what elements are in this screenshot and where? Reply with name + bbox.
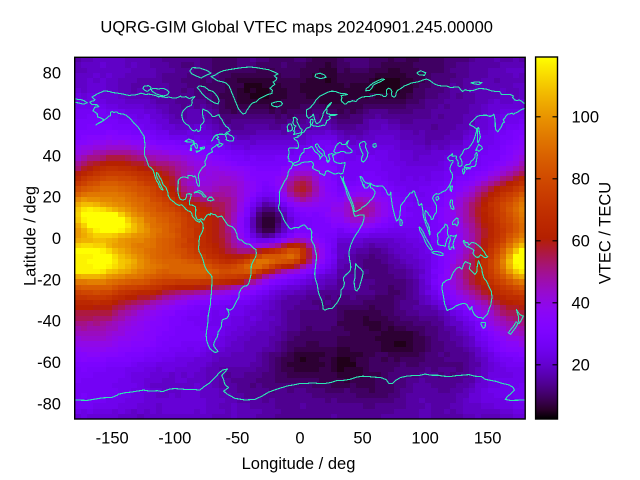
svg-text:Latitude / deg: Latitude / deg [22,186,40,286]
svg-text:100: 100 [572,109,600,127]
svg-text:-60: -60 [37,354,61,372]
svg-text:-80: -80 [37,395,61,413]
svg-text:0: 0 [52,230,61,248]
svg-text:-20: -20 [37,271,61,289]
svg-text:20: 20 [43,189,61,207]
svg-text:-150: -150 [96,429,129,447]
svg-text:40: 40 [43,147,61,165]
svg-text:-40: -40 [37,313,61,331]
svg-text:40: 40 [572,295,590,313]
svg-text:80: 80 [572,171,590,189]
svg-text:100: 100 [411,429,439,447]
svg-text:UQRG-GIM Global VTEC maps 2024: UQRG-GIM Global VTEC maps 20240901.245.0… [100,19,493,37]
svg-text:50: 50 [353,429,371,447]
svg-text:-100: -100 [158,429,191,447]
svg-text:-50: -50 [225,429,249,447]
svg-text:150: 150 [474,429,502,447]
svg-text:60: 60 [572,233,590,251]
svg-text:60: 60 [43,106,61,124]
svg-text:80: 80 [43,65,61,83]
svg-text:VTEC / TECU: VTEC / TECU [597,182,615,284]
svg-text:Longitude / deg: Longitude / deg [242,455,356,473]
svg-text:0: 0 [295,429,304,447]
svg-text:20: 20 [572,357,590,375]
